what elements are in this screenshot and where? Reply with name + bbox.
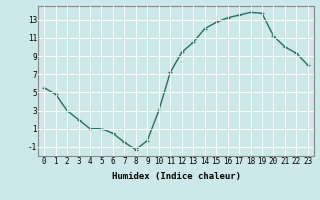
X-axis label: Humidex (Indice chaleur): Humidex (Indice chaleur) xyxy=(111,172,241,181)
